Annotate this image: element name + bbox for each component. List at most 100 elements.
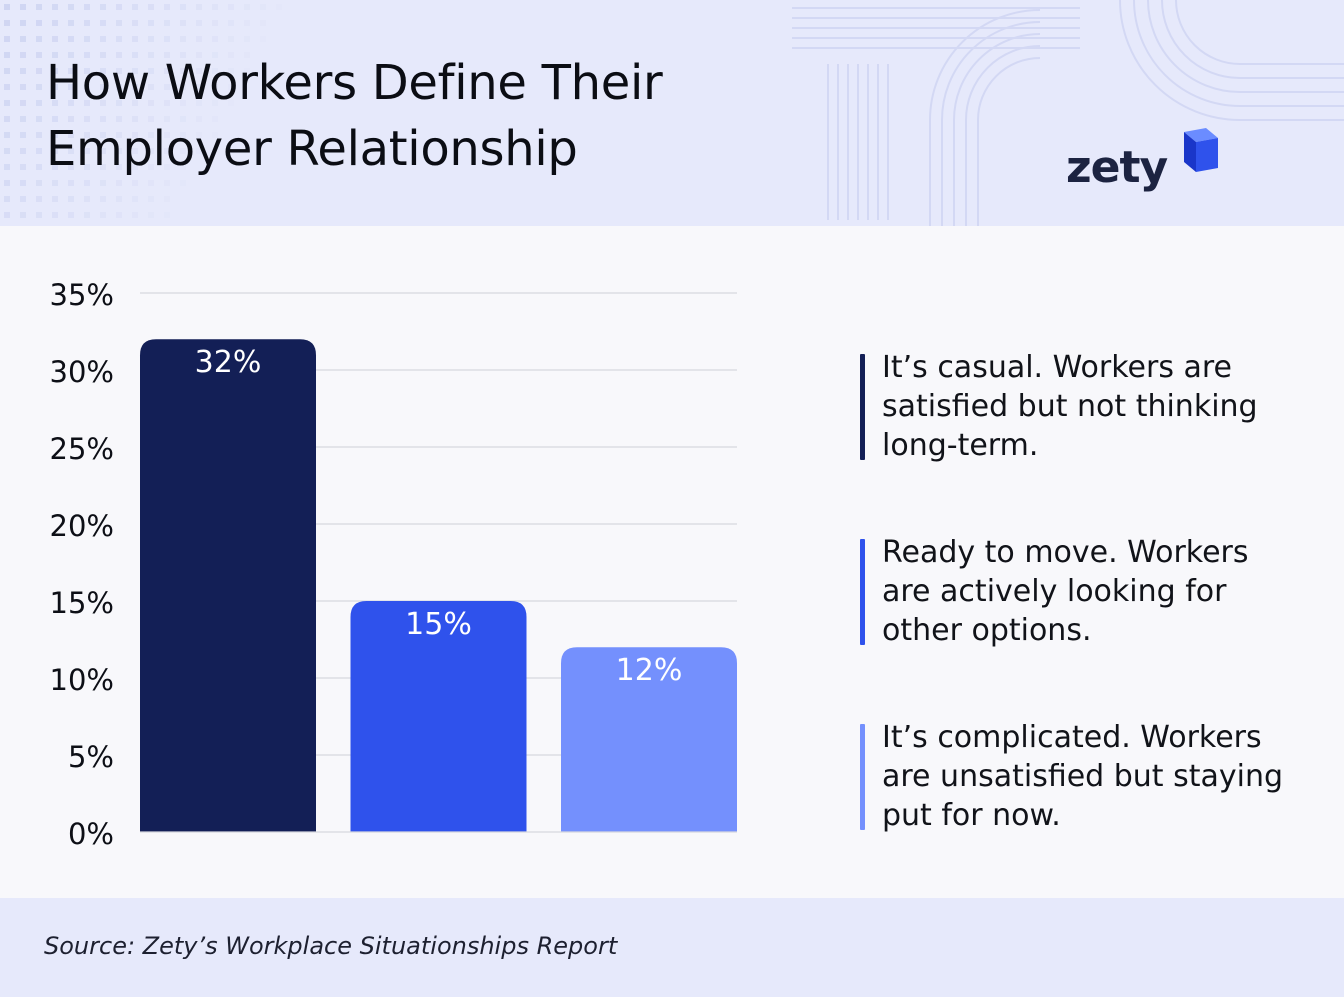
decor-dot [228, 100, 234, 106]
decor-dot [196, 116, 202, 122]
decor-dot [68, 84, 74, 90]
decor-dot [180, 36, 186, 42]
decor-dot [244, 36, 250, 42]
decor-dot [36, 116, 42, 122]
decor-dot [148, 164, 154, 170]
decor-dot [148, 180, 154, 186]
decor-dot [228, 36, 234, 42]
decor-dot [132, 68, 138, 74]
decor-dot [212, 84, 218, 90]
decor-dot [116, 20, 122, 26]
decor-dot [260, 36, 266, 42]
decor-dot [180, 52, 186, 58]
decor-dot [68, 100, 74, 106]
decor-dot [244, 20, 250, 26]
decor-dot [100, 20, 106, 26]
decor-dot [212, 36, 218, 42]
decor-dot [84, 196, 90, 202]
decor-dot [132, 164, 138, 170]
logo-wordmark: zety [1066, 142, 1168, 193]
y-tick-label: 20% [50, 509, 114, 543]
decor-dot [20, 212, 26, 218]
decor-dot [164, 68, 170, 74]
decor-dot [116, 36, 122, 42]
decor-dot [84, 132, 90, 138]
decor-dot [52, 180, 58, 186]
decor-dot [68, 4, 74, 10]
decor-dot [164, 84, 170, 90]
legend-color-marker [860, 724, 865, 830]
decor-dot [196, 84, 202, 90]
decor-dot [20, 20, 26, 26]
decor-dot [68, 132, 74, 138]
decor-dot [164, 52, 170, 58]
decor-dot [116, 180, 122, 186]
decor-dot [20, 36, 26, 42]
decor-dot [180, 132, 186, 138]
decor-dot [4, 164, 10, 170]
decor-dot [100, 196, 106, 202]
decor-dot [212, 68, 218, 74]
decor-dot [52, 212, 58, 218]
decor-dot [180, 4, 186, 10]
bar-chart: 0% 5% 10% 15% 20% 25% 30% 35% 32% 15% 12% [0, 226, 800, 898]
decor-dot [52, 52, 58, 58]
decor-dot [212, 116, 218, 122]
decor-dot [212, 132, 218, 138]
decor-dot [68, 196, 74, 202]
bar-data-label: 32% [195, 345, 262, 380]
decor-dot [164, 4, 170, 10]
decor-dot [196, 36, 202, 42]
decor-dot [196, 52, 202, 58]
decor-dot [68, 180, 74, 186]
decor-dot [84, 52, 90, 58]
decor-dot [20, 148, 26, 154]
decor-dot [52, 132, 58, 138]
decor-dot [84, 148, 90, 154]
decor-dot [196, 68, 202, 74]
legend-color-marker [860, 539, 865, 645]
decor-dot [260, 4, 266, 10]
decor-dot [132, 180, 138, 186]
decor-dot [116, 52, 122, 58]
decor-dot [52, 20, 58, 26]
decor-dot [116, 4, 122, 10]
decor-dot [148, 20, 154, 26]
decor-dot [100, 148, 106, 154]
decor-dot [164, 164, 170, 170]
decor-dot [4, 180, 10, 186]
decor-dot [4, 52, 10, 58]
zety-logo: zety [1066, 128, 1218, 200]
decor-dot [20, 164, 26, 170]
decor-dot [164, 20, 170, 26]
decor-dot [84, 212, 90, 218]
page-title: How Workers Define Their Employer Relati… [46, 55, 663, 177]
decor-dot [164, 180, 170, 186]
decor-dot [148, 68, 154, 74]
decor-dot [180, 164, 186, 170]
decor-dot [36, 132, 42, 138]
decor-dot [180, 148, 186, 154]
decor-dot [244, 4, 250, 10]
decor-dot [4, 212, 10, 218]
decor-dot [164, 148, 170, 154]
decor-dot [132, 148, 138, 154]
decor-dot [20, 68, 26, 74]
decor-dot [148, 52, 154, 58]
decor-dot [148, 212, 154, 218]
decor-dot [196, 148, 202, 154]
legend-label: Ready to move. Workers are actively look… [882, 535, 1249, 648]
decor-dot [4, 196, 10, 202]
bar-data-label: 12% [616, 653, 683, 688]
decor-dot [4, 68, 10, 74]
bar [561, 647, 737, 832]
legend-label: It’s complicated. Workers are unsatisfie… [882, 720, 1284, 833]
decor-dot [164, 132, 170, 138]
decor-dot [52, 148, 58, 154]
decor-dot [52, 116, 58, 122]
decor-dot [36, 36, 42, 42]
decor-dot [116, 212, 122, 218]
decor-dot [84, 68, 90, 74]
decor-dot [36, 4, 42, 10]
decor-dot [148, 84, 154, 90]
